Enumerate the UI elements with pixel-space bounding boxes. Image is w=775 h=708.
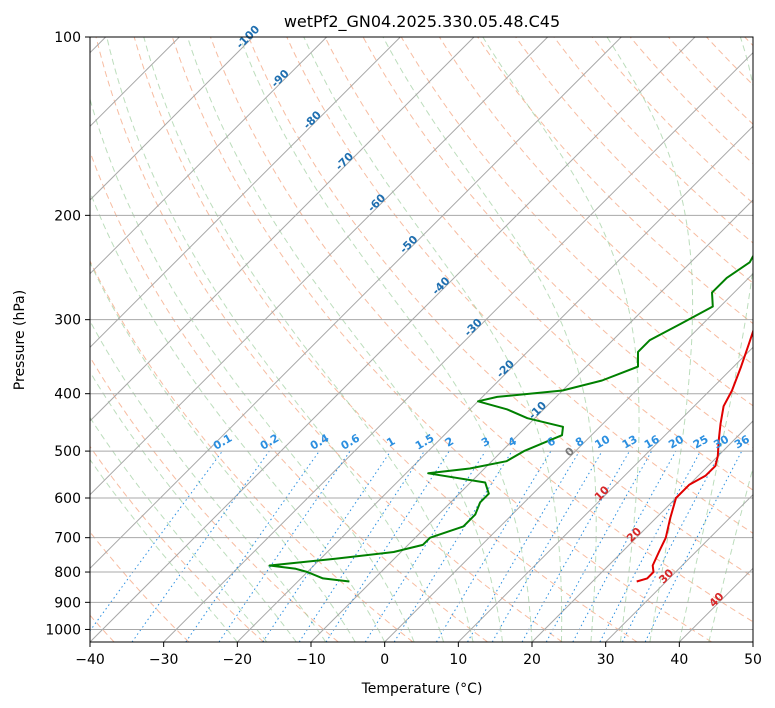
mixing-ratio-line xyxy=(325,450,450,642)
dewpoint-profile-line xyxy=(268,254,753,583)
mixing-ratio-line xyxy=(393,450,513,642)
moist-adiabat xyxy=(90,190,386,642)
dry-adiabat xyxy=(210,37,753,623)
y-tick-label: 500 xyxy=(54,444,81,460)
x-axis-title: Temperature (°C) xyxy=(361,681,483,697)
moist-adiabat xyxy=(708,465,753,642)
y-tick-label: 400 xyxy=(54,387,81,403)
x-tick-label: 20 xyxy=(523,652,541,668)
x-tick-label: 0 xyxy=(380,652,389,668)
mixing-ratio-line xyxy=(185,450,320,642)
dry-adiabat xyxy=(95,37,563,642)
isotherm-line xyxy=(457,346,753,642)
y-tick-label: 600 xyxy=(54,491,81,507)
dry-adiabat xyxy=(248,37,753,578)
isotherm-line xyxy=(90,37,549,496)
temperature-profile-line xyxy=(636,328,753,583)
isotherm-line xyxy=(310,199,753,642)
moist-adiabat xyxy=(90,458,238,642)
moist-adiabat xyxy=(90,261,356,642)
mixing-ratio-line xyxy=(364,450,486,642)
y-tick-label: 300 xyxy=(54,313,81,329)
moist-adiabat xyxy=(90,370,297,642)
x-tick-label: 10 xyxy=(449,652,467,668)
x-tick-label: −20 xyxy=(223,652,253,668)
pressure-gridlines xyxy=(90,37,753,630)
y-tick-label: 100 xyxy=(54,30,81,46)
isotherm-line xyxy=(90,37,622,570)
mixing-ratio-line xyxy=(572,450,677,642)
moist-adiabat xyxy=(143,37,474,642)
y-tick-label: 900 xyxy=(54,595,81,611)
x-axis: −40 −30 −20 −10 0 10 20 30 40 50 xyxy=(75,642,762,668)
y-tick-label: 1000 xyxy=(45,622,81,638)
chart-title: wetPf2_GN04.2025.330.05.48.C45 xyxy=(284,12,560,32)
moist-adiabat xyxy=(239,37,533,642)
mixing-ratio-line xyxy=(467,450,580,642)
isotherm-line xyxy=(90,37,696,642)
moist-adiabat xyxy=(303,37,563,642)
y-axis: 100 200 300 400 500 600 700 800 900 1000 xyxy=(45,30,90,638)
y-tick-label: 700 xyxy=(54,531,81,547)
x-tick-label: −30 xyxy=(149,652,179,668)
isotherm-line xyxy=(90,37,401,349)
moist-adiabat xyxy=(90,320,327,642)
y-axis-title: Pressure (hPa) xyxy=(12,290,28,390)
isotherm-line xyxy=(90,37,475,422)
dry-adiabat xyxy=(324,37,753,491)
moist-adiabat xyxy=(90,97,415,642)
plot-frame xyxy=(89,36,754,643)
dry-adiabat xyxy=(171,37,712,642)
data-series xyxy=(268,254,753,583)
moist-adiabat xyxy=(382,37,597,642)
dry-adiabat xyxy=(133,37,638,642)
x-tick-label: −40 xyxy=(75,652,105,668)
isotherm-line xyxy=(90,37,254,201)
moist-adiabat xyxy=(678,37,753,642)
moist-adiabat xyxy=(106,37,445,642)
isotherm-line xyxy=(384,272,753,642)
dry-adiabat xyxy=(90,445,264,642)
mixing-ratio-line xyxy=(599,450,701,642)
dry-adiabat xyxy=(90,259,414,642)
mixing-ratio-line xyxy=(218,450,351,642)
mixing-ratio-line xyxy=(435,450,552,642)
y-tick-label: 800 xyxy=(54,565,81,581)
moist-adiabat xyxy=(90,416,268,642)
isotherm-line xyxy=(605,493,753,642)
moist-adiabat xyxy=(482,37,640,642)
dry-adiabat xyxy=(515,37,753,284)
isotherm-line xyxy=(236,125,753,642)
mixing-ratio-line xyxy=(298,450,425,642)
isotherm-line xyxy=(163,51,753,642)
moist-adiabat xyxy=(606,37,694,642)
x-tick-label: 30 xyxy=(597,652,615,668)
isotherm-line xyxy=(531,420,753,642)
isotherm-line xyxy=(90,37,328,275)
y-tick-label: 200 xyxy=(54,208,81,224)
x-tick-label: −10 xyxy=(296,652,326,668)
x-tick-label: 40 xyxy=(670,652,688,668)
x-tick-label: 50 xyxy=(744,652,762,668)
mixing-ratio-line xyxy=(262,450,392,642)
background-lines xyxy=(90,37,753,642)
moist-adiabat xyxy=(187,37,503,642)
